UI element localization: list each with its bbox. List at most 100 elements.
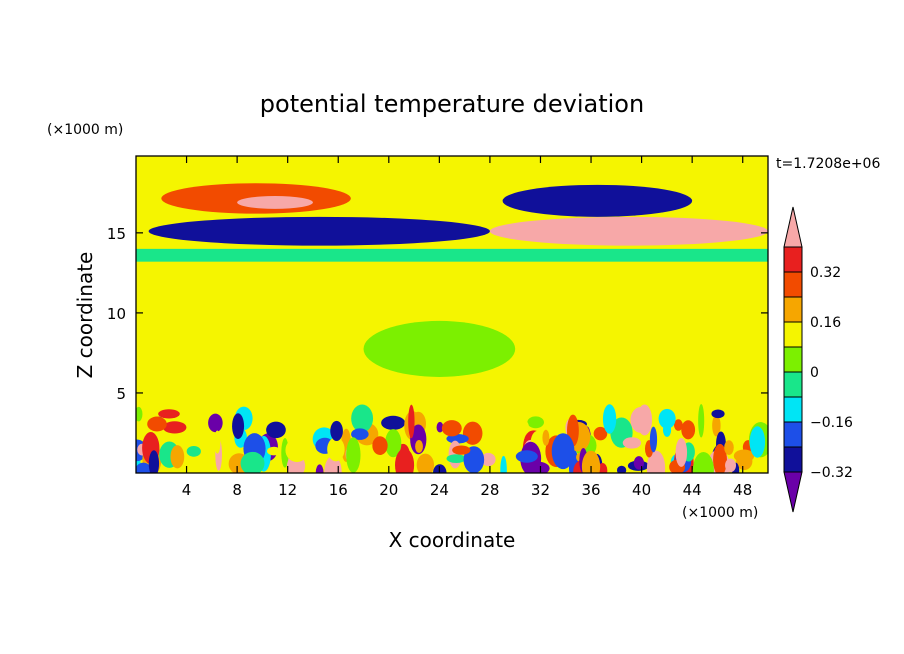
boundary-layer-eddy — [480, 452, 496, 467]
boundary-layer-eddy — [232, 413, 245, 440]
colorbar-bin — [783, 321, 803, 348]
boundary-layer-eddy — [170, 445, 185, 469]
chart-title: potential temperature deviation — [260, 90, 644, 118]
colorbar-bin — [783, 271, 803, 298]
field-mid-troposphere-cool-patch — [363, 320, 516, 377]
plot-frame — [135, 155, 769, 474]
x-tick-label: 24 — [430, 481, 449, 499]
boundary-layer-eddy — [372, 436, 388, 456]
colorbar-label: −0.32 — [810, 465, 853, 481]
boundary-layer-eddy — [381, 415, 406, 430]
x-tick-label: 20 — [379, 481, 398, 499]
boundary-layer-eddy — [637, 404, 653, 436]
boundary-layer-eddy — [724, 440, 734, 455]
field-upper-cold-east — [502, 184, 693, 217]
colorbar-bin — [783, 296, 803, 323]
boundary-layer-eddy — [136, 406, 143, 422]
boundary-layer-eddy — [712, 414, 721, 437]
boundary-layer-eddy — [593, 426, 608, 441]
boundary-layer-eddy — [266, 421, 286, 439]
boundary-layer-eddy — [452, 445, 471, 455]
colorbar-bin — [783, 396, 803, 423]
colorbar-bin — [783, 371, 803, 398]
boundary-layer-eddy — [385, 429, 402, 458]
boundary-layer-eddy — [162, 421, 187, 434]
y-tick-label: 5 — [116, 385, 126, 403]
boundary-layer-eddy — [713, 443, 727, 473]
colorbar-label: 0.16 — [810, 315, 841, 331]
boundary-layer-eddy — [330, 420, 343, 441]
y-axis: 5 10 15 — [107, 225, 768, 403]
boundary-layer-eddy — [500, 455, 507, 473]
colorbar-bin — [783, 421, 803, 448]
x-tick-label: 28 — [480, 481, 499, 499]
boundary-layer-eddy — [733, 449, 755, 463]
colorbar-label: 0 — [810, 365, 819, 381]
boundary-layer-eddy — [240, 451, 265, 473]
colorbar-bottom-arrow — [783, 471, 803, 513]
y-tick-label: 15 — [107, 225, 126, 243]
field-upper-warm-core — [237, 196, 313, 209]
x-tick-label: 8 — [232, 481, 242, 499]
contour-field — [136, 156, 768, 473]
x-axis: 4 8 12 16 20 24 28 32 36 40 44 48 — [182, 156, 752, 499]
x-tick-label: 4 — [182, 481, 192, 499]
boundary-layer-eddy — [395, 448, 415, 473]
boundary-layer-eddy — [148, 450, 160, 473]
boundary-layer-eddy — [158, 409, 180, 419]
boundary-layer-eddy — [692, 452, 714, 473]
boundary-layer-eddy — [351, 404, 374, 433]
x-axis-unit: (×1000 m) — [682, 505, 758, 521]
boundary-layer-eddy — [436, 421, 444, 433]
colorbar-label: 0.32 — [810, 265, 841, 281]
x-tick-label: 44 — [683, 481, 702, 499]
y-axis-label: Z coordinate — [73, 252, 97, 379]
time-label: t=1.7208e+06 — [776, 156, 880, 172]
boundary-layer-eddy — [136, 462, 153, 473]
boundary-layer-eddy — [673, 419, 683, 431]
boundary-layer-eddy — [698, 403, 705, 438]
colorbar-label: −0.16 — [810, 415, 853, 431]
y-tick-label: 10 — [107, 305, 126, 323]
boundary-layer-eddy — [675, 438, 688, 467]
boundary-layer-eddy — [346, 437, 361, 473]
boundary-layer-eddy — [416, 453, 435, 473]
x-tick-label: 36 — [581, 481, 600, 499]
boundary-layer-eddy — [408, 404, 415, 439]
colorbar-bin — [783, 246, 803, 273]
boundary-layer-eddy — [622, 437, 642, 449]
boundary-layer-eddy — [147, 416, 167, 432]
boundary-layer-eddy — [463, 446, 485, 473]
boundary-layer-eddy — [616, 465, 627, 473]
field-cold-layer-west — [148, 216, 490, 246]
boundary-layer-eddy — [285, 438, 309, 463]
boundary-layer-eddy — [327, 437, 345, 462]
boundary-layer-eddy — [681, 420, 696, 440]
boundary-layer-eddy — [446, 454, 467, 463]
boundary-layer-eddy — [649, 426, 658, 453]
boundary-layer-eddy — [518, 419, 529, 435]
boundary-layer-eddy — [658, 408, 676, 429]
boundary-layer-eddy — [711, 409, 725, 419]
colorbar-bin — [783, 446, 803, 473]
boundary-layer-eddy — [515, 450, 538, 463]
colorbar: −0.32 −0.16 0 0.16 0.32 — [783, 206, 853, 513]
boundary-layer-eddy — [415, 440, 423, 453]
y-axis-unit: (×1000 m) — [47, 122, 123, 138]
field-cool-band — [136, 248, 768, 262]
colorbar-top-arrow — [783, 206, 803, 248]
x-tick-label: 40 — [632, 481, 651, 499]
boundary-layer-eddy — [208, 413, 223, 433]
x-tick-label: 12 — [278, 481, 297, 499]
x-tick-label: 16 — [329, 481, 348, 499]
x-axis-label: X coordinate — [389, 528, 516, 552]
field-warm-layer-east — [489, 216, 768, 246]
boundary-layer-eddy — [725, 458, 737, 473]
boundary-layer-eddy — [441, 420, 462, 437]
boundary-layer-eddy — [315, 464, 324, 473]
x-tick-label: 48 — [733, 481, 752, 499]
boundary-layer-eddy — [602, 404, 617, 434]
boundary-layer-eddy — [542, 429, 550, 446]
boundary-layer-eddy — [186, 445, 201, 457]
